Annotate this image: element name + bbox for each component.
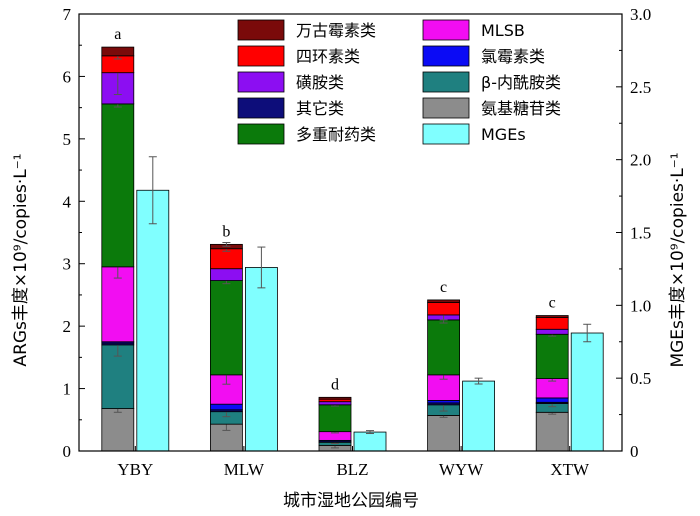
bar-MLW-seg-6 <box>209 268 243 281</box>
bar-MLW-seg-3 <box>209 403 243 411</box>
y-left-tick-label-6: 6 <box>63 67 72 86</box>
bar-XTW-seg-0 <box>535 411 569 452</box>
bar-XTW-seg-6 <box>535 328 569 335</box>
legend-swatch-8 <box>422 97 470 119</box>
bar-BLZ-mges <box>353 431 387 452</box>
legend-label-2: 磺胺类 <box>296 73 344 92</box>
y-left-tick-label-1: 1 <box>63 380 72 399</box>
x-tick-label-MLW: MLW <box>224 460 265 479</box>
legend-label-1: 四环素类 <box>296 47 360 66</box>
y-left-tick-label-4: 4 <box>63 192 72 211</box>
significance-label-MLW: b <box>222 223 230 240</box>
y-right-tick-label-2.0: 2.0 <box>630 151 651 170</box>
bar-WYW-seg-0 <box>427 415 461 452</box>
bar-BLZ-seg-8 <box>318 396 352 400</box>
legend-swatch-1 <box>237 45 285 67</box>
significance-label-BLZ: d <box>331 376 339 393</box>
bar-YBY-seg-0 <box>101 408 135 452</box>
significance-label-YBY: a <box>114 26 121 43</box>
x-tick-label-BLZ: BLZ <box>336 460 368 479</box>
bar-WYW-seg-5 <box>427 319 461 376</box>
bar-YBY-seg-8 <box>101 46 135 57</box>
y-right-tick-label-3.0: 3.0 <box>630 5 651 24</box>
x-tick-label-XTW: XTW <box>550 460 590 479</box>
bar-WYW-seg-4 <box>427 374 461 401</box>
error-bar-XTW-mges <box>583 323 592 343</box>
y-left-tick-label-5: 5 <box>63 130 72 149</box>
legend-swatch-7 <box>422 71 470 93</box>
legend-swatch-9 <box>422 123 470 145</box>
error-bar-WYW-mges <box>474 377 483 385</box>
bar-WYW-seg-7 <box>427 302 461 316</box>
legend-swatch-3 <box>237 97 285 119</box>
bar-YBY-seg-5 <box>101 103 135 268</box>
x-tick-label-WYW: WYW <box>439 460 484 479</box>
x-axis-title: 城市湿地公园编号 <box>283 491 419 511</box>
y-right-tick-label-1.5: 1.5 <box>630 224 651 243</box>
y-left-tick-label-0: 0 <box>63 442 72 461</box>
legend-swatch-5 <box>422 19 470 41</box>
bar-XTW-seg-7 <box>535 317 569 330</box>
legend-label-0: 万古霉素类 <box>296 21 376 40</box>
error-bar-MLW-seg-8 <box>222 241 231 247</box>
bar-XTW-seg-3 <box>535 397 569 403</box>
x-tick-label-YBY: YBY <box>117 460 153 479</box>
error-bar-YBY-mges <box>148 156 157 225</box>
legend-swatch-4 <box>237 123 285 145</box>
bars: a b d c c <box>101 26 604 452</box>
bar-XTW-seg-8 <box>535 315 569 318</box>
bar-WYW-mges <box>462 380 496 452</box>
legend-label-6: 氯霉素类 <box>481 47 545 66</box>
legend-swatch-2 <box>237 71 285 93</box>
error-bar-MLW-mges <box>257 246 266 289</box>
y-left-tick-label-3: 3 <box>63 255 72 274</box>
y-right-tick-label-2.5: 2.5 <box>630 78 651 97</box>
y-left-tick-label-2: 2 <box>63 317 72 336</box>
bar-BLZ-seg-6 <box>318 401 352 406</box>
legend-label-7: β-内酰胺类 <box>481 73 561 92</box>
y-axis-title-right: MGEs丰度×10⁹/copies·L⁻¹ <box>668 152 688 367</box>
bar-MLW-seg-5 <box>209 280 243 376</box>
axes: YBY MLW BLZ WYW XTW 0 1 2 3 4 5 6 7 0 0.5 1.0 1.5 2.0 2.5 3… <box>63 5 652 479</box>
significance-label-WYW: c <box>440 279 447 296</box>
error-bar-BLZ-mges <box>366 430 374 435</box>
bar-XTW-mges <box>570 332 604 452</box>
legend-swatch-6 <box>422 45 470 67</box>
y-axis-title-left: ARGs丰度×10⁹/copies·L⁻¹ <box>11 153 31 366</box>
bar-YBY-mges <box>136 189 170 452</box>
y-left-tick-label-7: 7 <box>63 5 72 24</box>
bar-BLZ-seg-5 <box>318 404 352 433</box>
legend-label-9: MGEs <box>481 125 526 144</box>
bar-MLW-mges <box>244 267 278 452</box>
y-right-tick-label-1.0: 1.0 <box>630 296 651 315</box>
y-right-tick-label-0: 0 <box>630 442 639 461</box>
bar-WYW-seg-8 <box>427 299 461 303</box>
legend-swatch-0 <box>237 19 285 41</box>
significance-label-XTW: c <box>549 295 556 312</box>
legend-label-3: 其它类 <box>296 99 344 118</box>
legend-label-8: 氨基糖苷类 <box>481 99 561 118</box>
legend-label-5: MLSB <box>481 21 525 40</box>
legend-label-4: 多重耐药类 <box>296 125 376 144</box>
bar-XTW-seg-5 <box>535 333 569 379</box>
y-right-tick-label-0.5: 0.5 <box>630 369 651 388</box>
